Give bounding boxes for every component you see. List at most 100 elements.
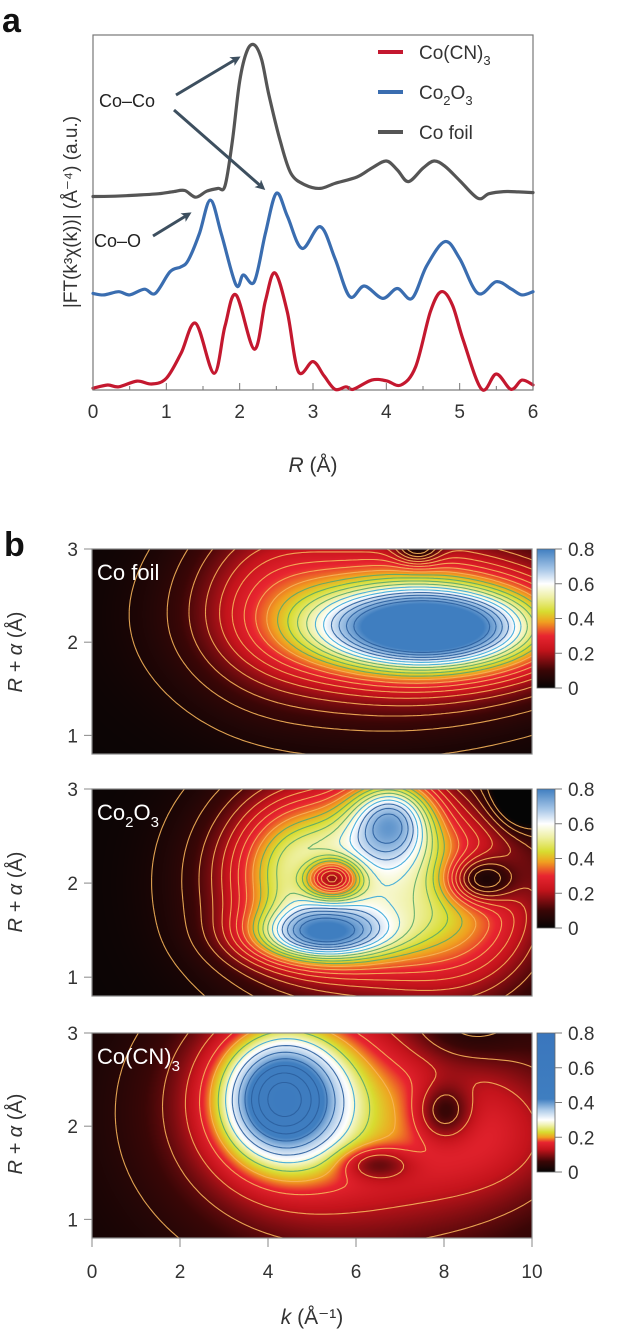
colorbar-tick-label: 0.4 [568, 610, 595, 631]
legend-label-co2o3: Co2O3 [419, 83, 473, 108]
arrow-co-co-to-co2o3 [173, 108, 266, 190]
panel-label-a: a [2, 2, 21, 40]
colorbar-tick-label: 0.4 [568, 1094, 595, 1115]
contour-level-0.56 [314, 586, 522, 666]
x-tick-label: 4 [263, 1262, 274, 1283]
contour-level-0.64 [330, 592, 510, 661]
y-tick-label: 3 [67, 780, 78, 801]
contour-level-0.20 [209, 1032, 396, 1183]
contour-level-0.44 [250, 1064, 320, 1135]
contour-level-0.36 [247, 788, 477, 967]
x-tick-label: 3 [308, 402, 319, 423]
contour-level-0.72 [345, 597, 497, 656]
contour-level-0.12 [184, 1032, 533, 1215]
legend-label-cofoil: Co foil [419, 123, 473, 144]
contour-level-0.32 [231, 1045, 345, 1156]
colorbar-tick-label: 0 [568, 679, 579, 700]
contour-level-0.08 [161, 1032, 533, 1239]
contour-level-0.08 [181, 788, 533, 997]
y-tick-label: 3 [67, 1024, 78, 1045]
contour-level-0.24 [217, 1032, 371, 1172]
contour-level-0.72 [292, 813, 403, 946]
x-tick-label: 0 [88, 402, 99, 423]
plot-frame [91, 548, 533, 755]
wt-map-co-foil: Co foil 1 2 3 0 0.2 0.4 0.6 0.8 [0, 540, 620, 755]
contour-level-0.60 [323, 589, 516, 663]
contour-level-0.48 [262, 789, 433, 960]
panel-label-b: b [4, 526, 25, 564]
x-tick-label: 1 [161, 402, 172, 423]
contour-level-0.16 [210, 788, 533, 997]
contour-level-0.24 [231, 551, 533, 693]
colorbar-tick-label: 0.6 [568, 815, 594, 836]
plot-frame [92, 34, 534, 391]
y-tick-label: 1 [67, 726, 78, 747]
contour-level-0.36 [238, 1051, 336, 1149]
contour-level-0.08 [166, 548, 533, 732]
contour-level-0.56 [271, 796, 423, 955]
contour-lines [128, 548, 533, 755]
panel-a-chart: 0 1 2 3 4 5 6 Co(CN)3 Co2O3 Co foil Co–Co Co–O… [61, 34, 539, 477]
contour-level-0.40 [277, 573, 533, 677]
colorbar-tick-label: 0.2 [568, 644, 594, 665]
colorbar-tick-label: 0.2 [568, 1128, 594, 1149]
contour-level-0.68 [338, 594, 503, 658]
colorbar-tick-label: 0.8 [568, 1024, 594, 1045]
contour-level-0.04 [151, 788, 533, 997]
map-label: Co foil [97, 560, 159, 585]
wt-heatmap-image [92, 1033, 532, 1238]
colorbar [536, 788, 556, 929]
x-tick-label: 2 [175, 1262, 186, 1283]
series-line-co-cn-3 [91, 271, 535, 392]
contour-level-0.16 [198, 1032, 427, 1196]
contour-level-0.52 [306, 583, 528, 669]
contour-level-0.12 [188, 548, 533, 717]
plot-frame [91, 1032, 533, 1239]
x-tick-label: 6 [351, 1262, 362, 1283]
contour-level-0.52 [267, 792, 428, 957]
y-tick-label: 1 [67, 968, 78, 989]
colorbar-tick-label: 0.6 [568, 575, 594, 596]
contour-level-0.24 [229, 788, 515, 982]
y-tick-label: 2 [67, 633, 78, 654]
arrow-co-o-to-co2o3 [152, 212, 192, 238]
contour-level-0.68 [286, 807, 409, 948]
series-line-co-foil [91, 42, 535, 201]
colorbar-tick-label: 0.2 [568, 884, 594, 905]
colorbar-tick-label: 0.8 [568, 540, 594, 561]
y-tick-label: 2 [67, 874, 78, 895]
colorbar [536, 1032, 556, 1173]
contour-level-0.48 [258, 1072, 312, 1127]
plot-frame [91, 788, 533, 997]
contour-level-0.20 [219, 548, 533, 699]
contour-level-0.16 [204, 548, 533, 707]
y-tick-label: 2 [67, 1117, 78, 1138]
legend: Co(CN)3 Co2O3 Co foil [378, 43, 491, 144]
contour-level-0.48 [296, 580, 533, 671]
contour-level-0.52 [267, 1081, 302, 1118]
colorbar-tick-label: 0.6 [568, 1059, 594, 1080]
series-group [91, 42, 535, 392]
series-line-co2o3 [91, 191, 535, 301]
map-label: Co2O3 [97, 800, 159, 831]
contour-level-0.76 [353, 600, 491, 653]
colorbar-tick-label: 0.4 [568, 850, 595, 871]
contour-level-0.76 [299, 917, 356, 943]
wt-overlay: Co2O3 1 2 3 0 0.2 0.4 0.6 0.8 [67, 780, 595, 997]
legend-label-cocn3: Co(CN)3 [419, 43, 491, 68]
contour-level-0.04 [128, 548, 533, 755]
y-axis-label: |FT(k³χ(k))| (Å⁻⁴) (a.u.) [61, 116, 82, 308]
wt-map-cocn3: Co(CN)3 1 2 3 0 0.2 0.4 0.6 0.8 0 2 4 6 8 10 [0, 1024, 620, 1333]
x-tick-label: 5 [454, 402, 465, 423]
contour-level-0.36 [266, 569, 533, 681]
arrow-co-co-to-foil [175, 56, 241, 97]
x-axis-label: R (Å) [289, 454, 338, 477]
x-tick-label: 8 [439, 1262, 450, 1283]
wt-overlay: Co foil 1 2 3 0 0.2 0.4 0.6 0.8 [67, 540, 595, 755]
contour-level-0.60 [276, 799, 419, 953]
contour-level-0.40 [252, 788, 463, 965]
colorbar-tick-label: 0 [568, 919, 579, 940]
wt-overlay: Co(CN)3 1 2 3 0 0.2 0.4 0.6 0.8 0 2 4 6 8 10 [67, 1024, 595, 1283]
contour-level-0.12 [198, 788, 533, 997]
x-tick-label: 6 [528, 402, 539, 423]
